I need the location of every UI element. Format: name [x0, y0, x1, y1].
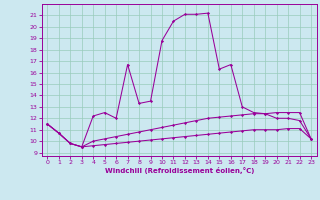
- X-axis label: Windchill (Refroidissement éolien,°C): Windchill (Refroidissement éolien,°C): [105, 167, 254, 174]
